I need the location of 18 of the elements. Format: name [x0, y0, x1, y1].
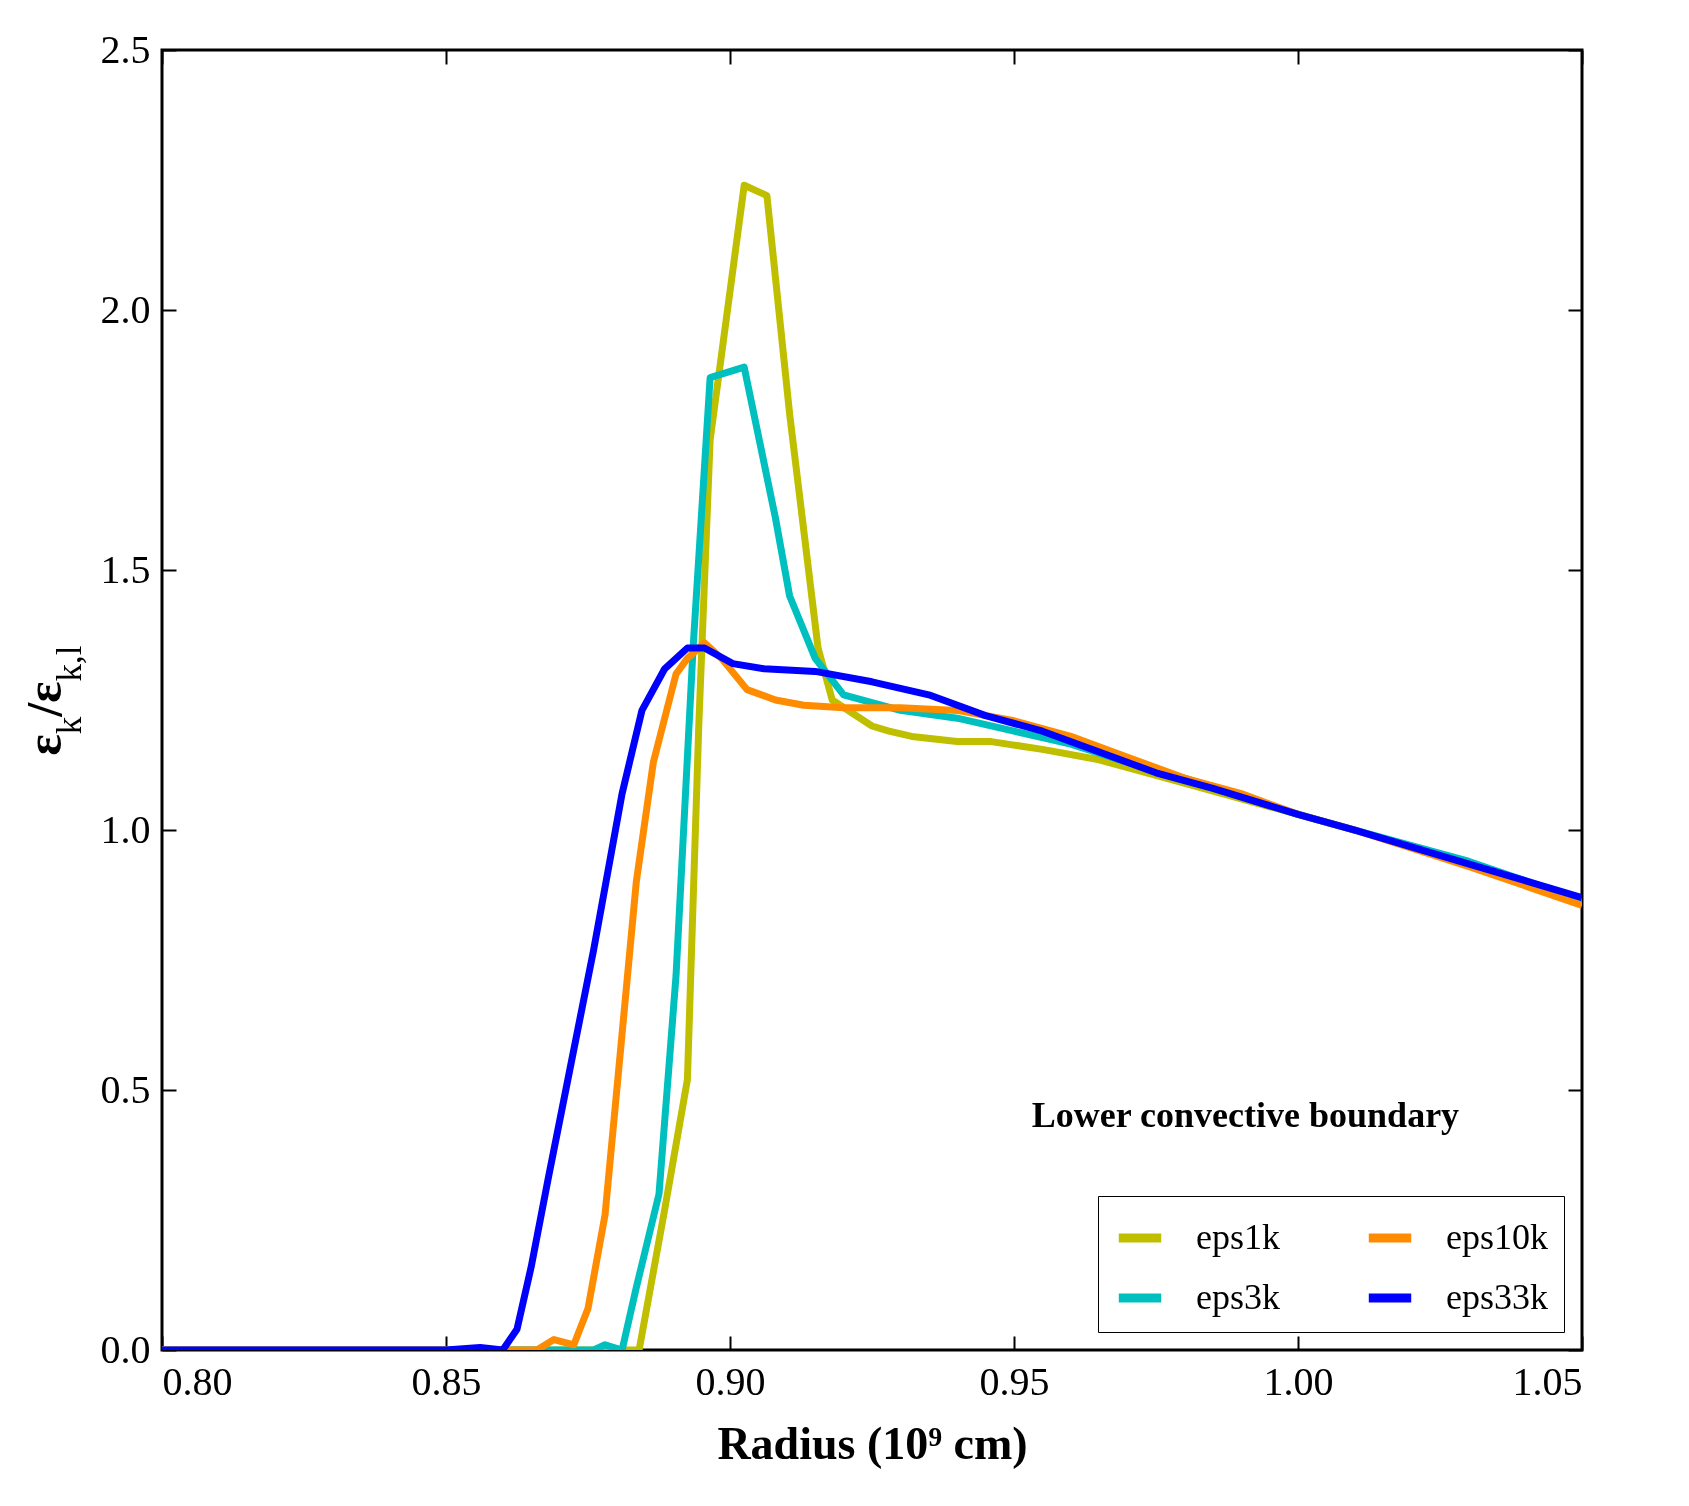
x-tick-label: 0.90: [695, 1358, 766, 1404]
y-tick-label: 0.5: [100, 1066, 151, 1112]
x-tick-label: 0.85: [411, 1358, 482, 1404]
y-tick-label: 2.5: [100, 26, 151, 72]
x-tick-label: 1.05: [1512, 1358, 1583, 1404]
y-tick-label: 0.0: [100, 1326, 151, 1372]
annotation: Lower convective boundary: [1031, 1095, 1460, 1135]
legend-label: eps1k: [1196, 1217, 1280, 1257]
y-tick-label: 2.0: [100, 286, 151, 332]
legend-label: eps3k: [1196, 1277, 1280, 1317]
x-axis-title: Radius (10⁹ cm): [717, 1417, 1028, 1469]
x-tick-label: 1.00: [1263, 1358, 1334, 1404]
legend-label: eps10k: [1446, 1217, 1548, 1257]
y-tick-label: 1.5: [100, 546, 151, 592]
y-tick-label: 1.0: [100, 806, 151, 852]
x-tick-label: 0.80: [162, 1358, 233, 1404]
legend-label: eps33k: [1446, 1277, 1548, 1317]
x-tick-label: 0.95: [979, 1358, 1050, 1404]
